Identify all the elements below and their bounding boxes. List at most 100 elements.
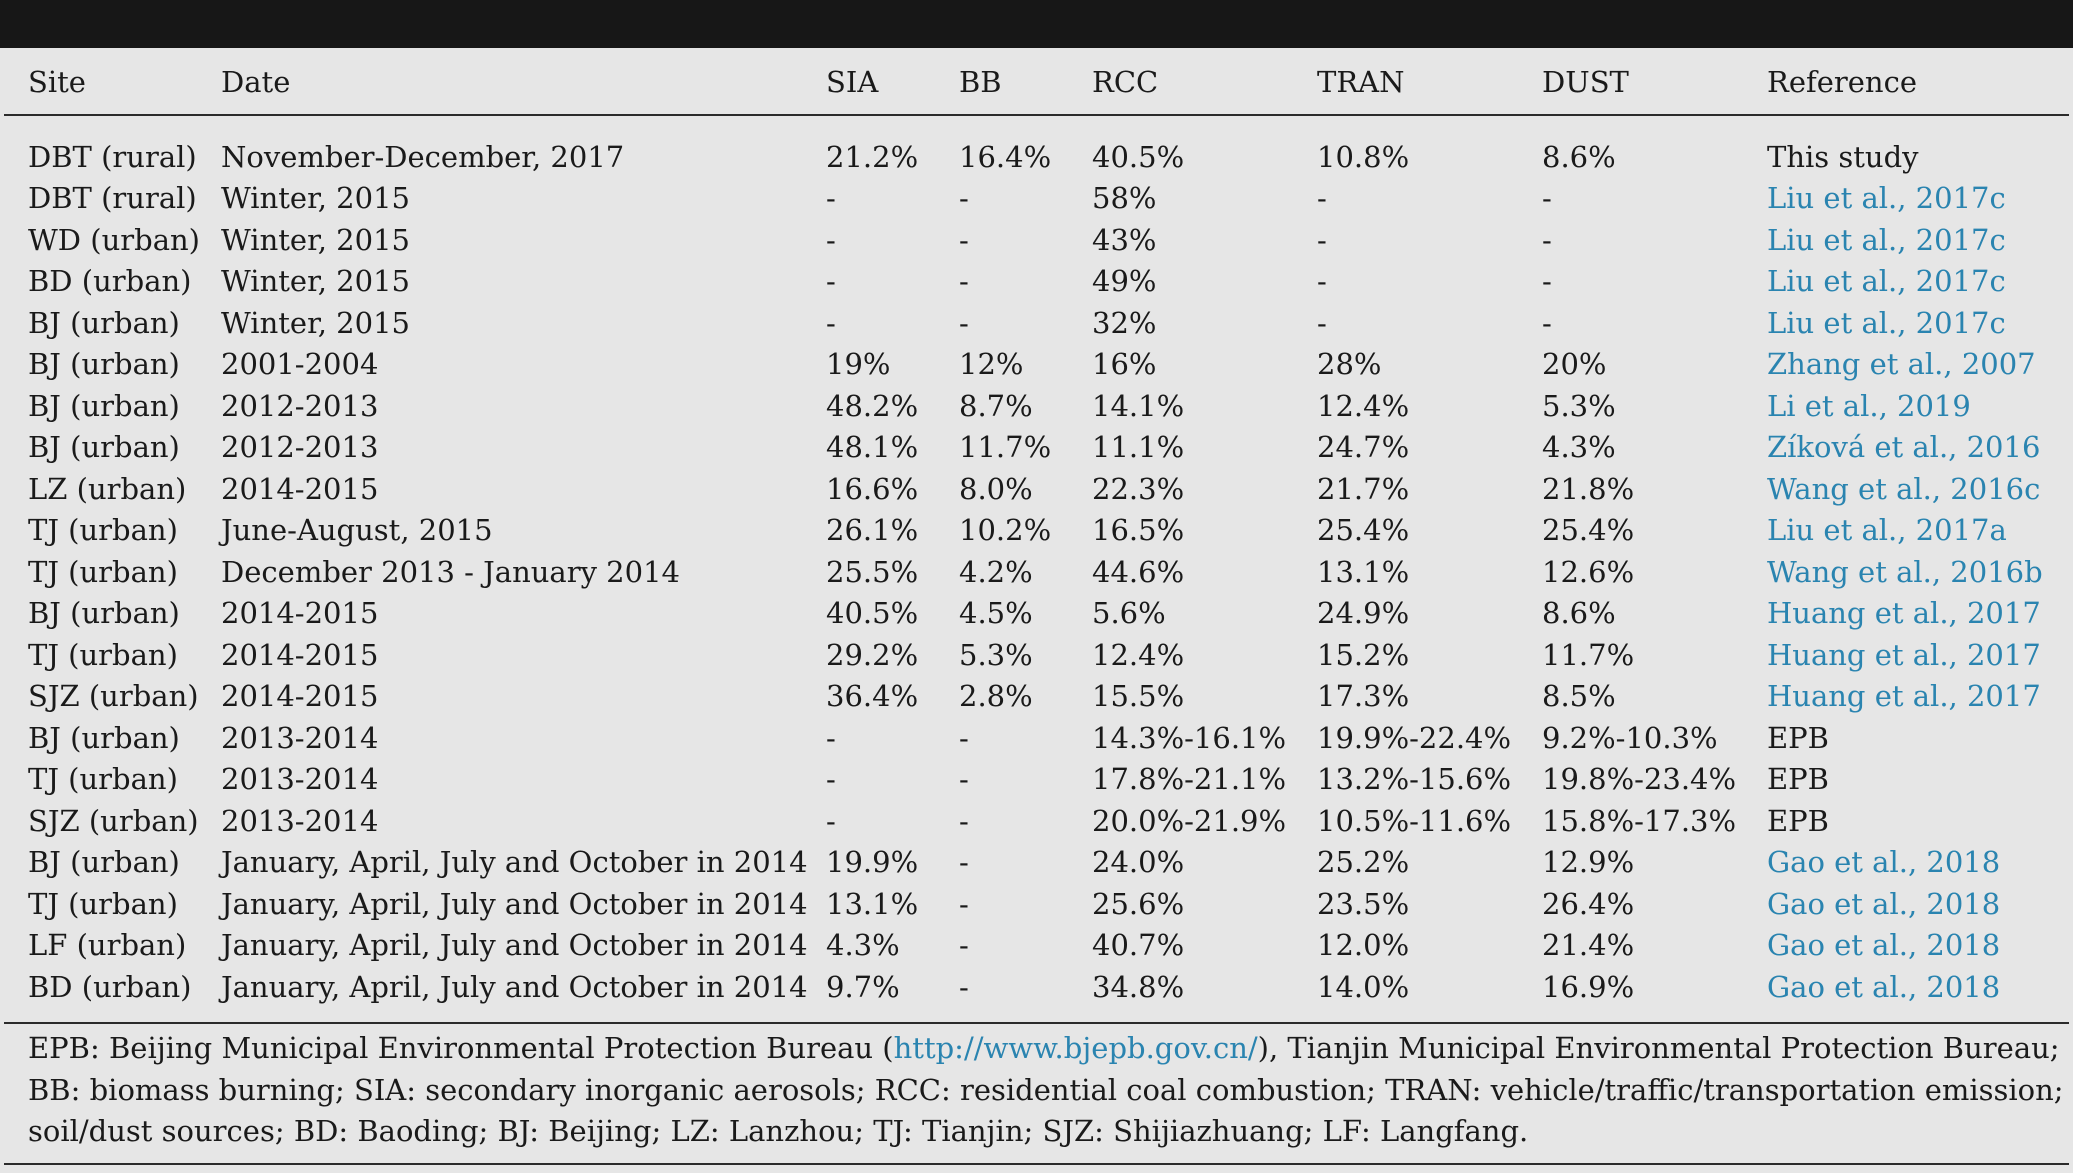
rcc-cell: 44.6%	[1092, 554, 1185, 589]
rcc-cell: 22.3%	[1092, 471, 1185, 506]
reference-link[interactable]: Gao et al., 2018	[1767, 845, 2001, 880]
bb-cell: -	[959, 264, 969, 299]
date-cell: January, April, July and October in 2014	[221, 969, 808, 1004]
site-cell: TJ (urban)	[28, 637, 178, 672]
rcc-cell: 15.5%	[1092, 679, 1185, 714]
sia-cell: -	[826, 803, 836, 838]
table-row: WD (urban) Winter, 2015 - - 43% - - Liu et al.,…	[4, 219, 2069, 261]
tran-cell: 24.9%	[1317, 596, 1410, 631]
reference-link[interactable]: Liu et al., 2017c	[1767, 181, 2006, 216]
reference-link[interactable]: Li et al., 2019	[1767, 388, 1971, 423]
bb-cell: -	[959, 803, 969, 838]
rcc-cell: 58%	[1092, 181, 1157, 216]
table-row: BJ (urban) 2014-2015 40.5% 4.5% 5.6% 24.9% 8.6…	[4, 593, 2069, 635]
reference-link[interactable]: Zíková et al., 2016	[1767, 430, 2041, 465]
dust-cell: 19.8%-23.4%	[1542, 762, 1737, 797]
bb-cell: 12%	[959, 347, 1024, 382]
date-cell: 2014-2015	[221, 596, 379, 631]
sia-cell: 4.3%	[826, 928, 900, 963]
site-cell: BJ (urban)	[28, 305, 180, 340]
rcc-cell: 14.1%	[1092, 388, 1185, 423]
table-row: SJZ (urban) 2014-2015 36.4% 2.8% 15.5% 17.3% 8…	[4, 676, 2069, 718]
dust-cell: -	[1542, 305, 1552, 340]
rcc-cell: 16.5%	[1092, 513, 1185, 548]
site-cell: TJ (urban)	[28, 513, 178, 548]
dust-cell: 8.6%	[1542, 596, 1616, 631]
reference-link[interactable]: Gao et al., 2018	[1767, 928, 2001, 963]
site-cell: BJ (urban)	[28, 388, 180, 423]
sia-cell: -	[826, 264, 836, 299]
bb-cell: 2.8%	[959, 679, 1033, 714]
reference-link[interactable]: Wang et al., 2016c	[1767, 471, 2041, 506]
date-cell: June-August, 2015	[221, 513, 493, 548]
table-row: LZ (urban) 2014-2015 16.6% 8.0% 22.3% 21.7% 21…	[4, 468, 2069, 510]
bb-cell: -	[959, 969, 969, 1004]
epb-url-link[interactable]: http://www.bjepb.gov.cn/	[893, 1031, 1258, 1065]
bb-cell: 8.0%	[959, 471, 1033, 506]
reference-link[interactable]: Gao et al., 2018	[1767, 969, 2001, 1004]
sia-cell: 16.6%	[826, 471, 919, 506]
reference-link[interactable]: Liu et al., 2017c	[1767, 222, 2006, 257]
tran-cell: 21.7%	[1317, 471, 1410, 506]
dust-cell: 8.6%	[1542, 139, 1616, 174]
reference-link[interactable]: Liu et al., 2017a	[1767, 513, 2007, 548]
bb-cell: -	[959, 305, 969, 340]
table-row: BD (urban) January, April, July and Octob…	[4, 966, 2069, 1008]
date-cell: January, April, July and October in 2014	[221, 928, 808, 963]
sia-cell: 19.9%	[826, 845, 919, 880]
sia-cell: 29.2%	[826, 637, 919, 672]
bb-cell: -	[959, 762, 969, 797]
site-cell: BD (urban)	[28, 264, 192, 299]
table-row: BD (urban) Winter, 2015 - - 49% - - Liu et al.,…	[4, 261, 2069, 303]
rcc-cell: 11.1%	[1092, 430, 1185, 465]
sia-cell: -	[826, 181, 836, 216]
tran-cell: -	[1317, 305, 1327, 340]
bb-cell: -	[959, 181, 969, 216]
header-dust: DUST	[1542, 48, 1767, 116]
reference-link[interactable]: Huang et al., 2017	[1767, 637, 2041, 672]
reference-link[interactable]: Liu et al., 2017c	[1767, 264, 2006, 299]
dust-cell: 4.3%	[1542, 430, 1616, 465]
reference-link[interactable]: Zhang et al., 2007	[1767, 347, 2036, 382]
date-cell: 2013-2014	[221, 762, 379, 797]
tran-cell: 25.2%	[1317, 845, 1410, 880]
rcc-cell: 24.0%	[1092, 845, 1185, 880]
bb-cell: -	[959, 222, 969, 257]
reference-link[interactable]: Wang et al., 2016b	[1767, 554, 2043, 589]
header-rcc: RCC	[1092, 48, 1317, 116]
rcc-cell: 40.7%	[1092, 928, 1185, 963]
tran-cell: 15.2%	[1317, 637, 1410, 672]
rcc-cell: 49%	[1092, 264, 1157, 299]
sia-cell: 48.2%	[826, 388, 919, 423]
reference-link[interactable]: Huang et al., 2017	[1767, 679, 2041, 714]
dust-cell: 12.9%	[1542, 845, 1635, 880]
date-cell: Winter, 2015	[221, 181, 410, 216]
header-reference: Reference	[1767, 48, 2069, 116]
sia-cell: 48.1%	[826, 430, 919, 465]
rcc-cell: 43%	[1092, 222, 1157, 257]
dust-cell: -	[1542, 264, 1552, 299]
reference-cell: EPB	[1767, 803, 1829, 838]
rcc-cell: 16%	[1092, 347, 1157, 382]
sia-cell: -	[826, 222, 836, 257]
date-cell: 2012-2013	[221, 430, 379, 465]
dust-cell: 16.9%	[1542, 969, 1635, 1004]
tran-cell: 28%	[1317, 347, 1382, 382]
tran-cell: 13.2%-15.6%	[1317, 762, 1512, 797]
tran-cell: 13.1%	[1317, 554, 1410, 589]
reference-link[interactable]: Huang et al., 2017	[1767, 596, 2041, 631]
dust-cell: 15.8%-17.3%	[1542, 803, 1737, 838]
table-row: TJ (urban) December 2013 - January 2014 25…	[4, 551, 2069, 593]
reference-link[interactable]: Liu et al., 2017c	[1767, 305, 2006, 340]
site-cell: DBT (rural)	[28, 139, 197, 174]
date-cell: 2013-2014	[221, 720, 379, 755]
date-cell: 2014-2015	[221, 471, 379, 506]
bb-cell: -	[959, 845, 969, 880]
table-row: SJZ (urban) 2013-2014 - - 20.0%-21.9% 10.5%-1…	[4, 800, 2069, 842]
table-row: BJ (urban) 2012-2013 48.2% 8.7% 14.1% 12.4% 5.…	[4, 385, 2069, 427]
table-row: BJ (urban) January, April, July and Octob…	[4, 842, 2069, 884]
reference-link[interactable]: Gao et al., 2018	[1767, 886, 2001, 921]
bb-cell: -	[959, 720, 969, 755]
date-cell: 2001-2004	[221, 347, 379, 382]
table-row: TJ (urban) January, April, July and Octob…	[4, 883, 2069, 925]
